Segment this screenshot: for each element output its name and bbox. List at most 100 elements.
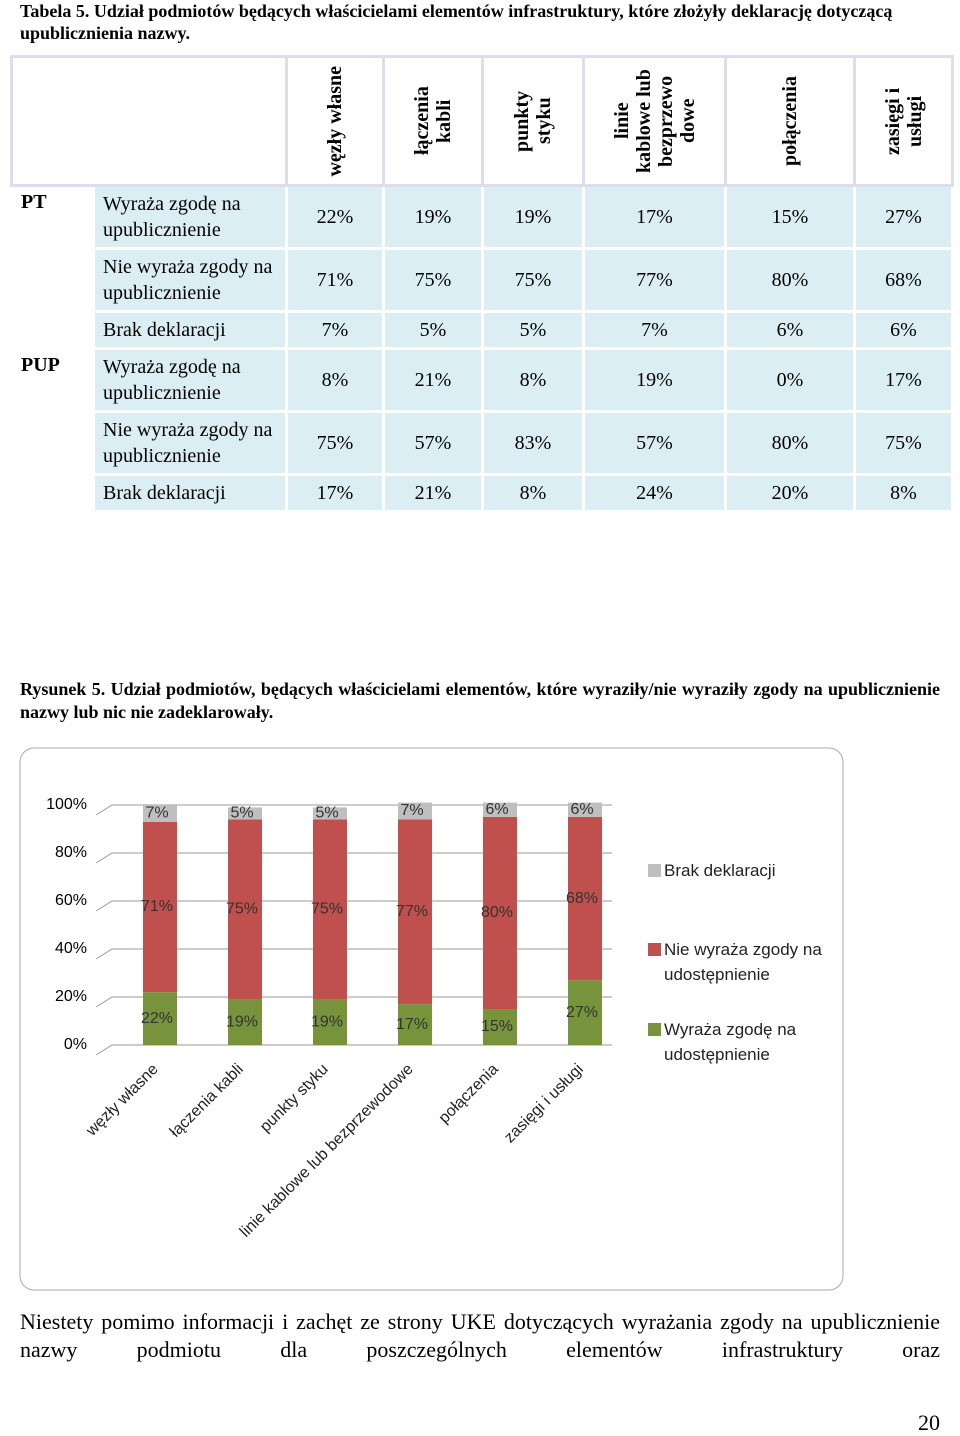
cell: 17% (582, 184, 727, 250)
column-header: linie kablowe lub bezprzewo dowe (582, 55, 727, 187)
data-label: 77% (396, 903, 428, 920)
data-label: 5% (230, 805, 253, 822)
data-label: 19% (311, 1013, 343, 1030)
corner (10, 55, 288, 187)
cell: 57% (382, 410, 484, 476)
cell: 83% (481, 410, 585, 476)
y-tick-label: 40% (55, 940, 87, 957)
cell: 22% (285, 184, 385, 250)
grid-line (95, 804, 612, 816)
legend-entry: Nie wyraża zgody na udostępnienie (648, 937, 848, 987)
grid-line (95, 1044, 612, 1056)
data-label: 80% (481, 904, 513, 921)
column-header: łączenia kabli (382, 55, 484, 187)
cell: 24% (582, 473, 727, 513)
cell: 8% (481, 347, 585, 413)
cell: 77% (582, 247, 727, 313)
bar-segment (143, 805, 177, 822)
bar-segment (313, 807, 347, 820)
bar-segment (313, 999, 347, 1045)
table-caption: Tabela 5. Udział podmiotów będących właś… (20, 1, 893, 43)
cell: 75% (853, 410, 954, 476)
bar-segment (568, 802, 602, 817)
bar-segment (313, 819, 347, 1000)
data-label: 27% (566, 1004, 598, 1021)
cell: 19% (481, 184, 585, 250)
data-label: 5% (315, 805, 338, 822)
row: Nie wyraża zgody na upublicznienie 75% 57%… (12, 410, 954, 476)
grid-line (95, 996, 612, 1008)
cell: 21% (382, 473, 484, 513)
data-label: 71% (141, 898, 173, 915)
grid-line (95, 852, 612, 864)
table: węzły własne łączenia kabli punkty styku li… (10, 55, 954, 513)
legend-swatch (648, 1023, 661, 1036)
bar-segment (398, 819, 432, 1005)
bar-segment (483, 802, 517, 817)
data-label: 15% (481, 1018, 513, 1035)
column-header: zasięgi i usługi (853, 55, 954, 187)
legend-entry: Brak deklaracji (648, 858, 848, 883)
data-label: 22% (141, 1010, 173, 1027)
legend-label: Nie wyraża zgody na udostępnienie (664, 940, 822, 984)
bar-segment (568, 817, 602, 981)
column-header: punkty styku (481, 55, 585, 187)
row-label: Wyraża zgodę na upublicznienie (92, 184, 288, 250)
cell: 7% (582, 310, 727, 350)
grid-line (95, 900, 612, 912)
row: PT Wyraża zgodę na upublicznienie 22% 19% 19… (10, 184, 954, 350)
data-label: 75% (311, 901, 343, 918)
data-label: 6% (485, 801, 508, 818)
row-label: Brak deklaracji (92, 310, 288, 350)
legend-entry: Wyraża zgodę na udostępnienie (648, 1017, 848, 1067)
column-header-text: łączenia kabli (411, 86, 455, 156)
cell: 57% (582, 410, 727, 476)
cell: 68% (853, 247, 954, 313)
data-label: 68% (566, 890, 598, 907)
cell: 19% (582, 347, 727, 413)
column-header-text: punkty styku (511, 90, 555, 152)
y-tick-label: 60% (55, 892, 87, 909)
column-header: węzły własne (285, 55, 385, 187)
bar-segment (143, 992, 177, 1045)
figure-caption: Rysunek 5. Udział podmiotów, będących wł… (20, 679, 940, 722)
column-header-text: połączenia (779, 76, 801, 166)
cell: 6% (853, 310, 954, 350)
column-header: połączenia (724, 55, 856, 187)
y-tick-label: 0% (64, 1036, 87, 1053)
cell: 75% (285, 410, 385, 476)
y-tick-label: 80% (55, 844, 87, 861)
bar-segment (483, 1009, 517, 1045)
legend-swatch (648, 943, 661, 956)
cell: 5% (481, 310, 585, 350)
cell: 5% (382, 310, 484, 350)
bar-segment (228, 807, 262, 820)
bar-segment (228, 999, 262, 1045)
cell: 80% (724, 247, 856, 313)
legend-label: Wyraża zgodę na udostępnienie (664, 1020, 797, 1064)
body-text: Niestety pomimo informacji i zachęt ze s… (20, 1309, 940, 1362)
data-label: 7% (400, 802, 423, 819)
cell: 80% (724, 410, 856, 476)
row-label: Brak deklaracji (92, 473, 288, 513)
cell: 21% (382, 347, 484, 413)
bar-segment (228, 819, 262, 1000)
data-label: 17% (396, 1016, 428, 1033)
bar-segment (568, 980, 602, 1045)
cell: 71% (285, 247, 385, 313)
cell: 8% (285, 347, 385, 413)
row: Brak deklaracji 7% 5% 5% 7% 6% 6% (12, 310, 954, 350)
legend-swatch (648, 864, 661, 877)
cell: 17% (285, 473, 385, 513)
cell: 8% (853, 473, 954, 513)
column-header-text: zasięgi i usługi (881, 87, 926, 155)
cell: 8% (481, 473, 585, 513)
group-name: PUP (10, 347, 95, 513)
cell: 19% (382, 184, 484, 250)
legend-label: Brak deklaracji (664, 861, 776, 880)
row: Nie wyraża zgody na upublicznienie 71% 75%… (12, 247, 954, 313)
y-tick-label: 100% (46, 796, 87, 813)
cell: 20% (724, 473, 856, 513)
